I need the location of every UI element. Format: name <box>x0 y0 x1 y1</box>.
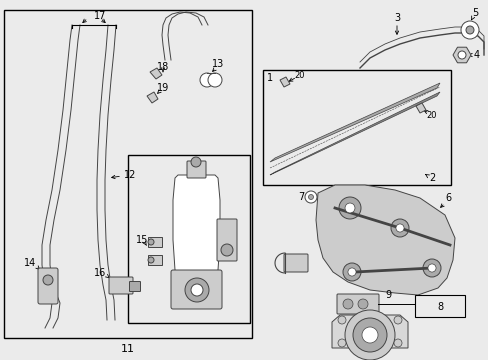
Circle shape <box>345 310 394 360</box>
Text: 20: 20 <box>426 111 436 120</box>
FancyBboxPatch shape <box>129 282 140 292</box>
Text: 13: 13 <box>211 59 224 69</box>
Text: 20: 20 <box>294 71 305 80</box>
Circle shape <box>460 21 478 39</box>
FancyBboxPatch shape <box>284 254 307 272</box>
Text: 11: 11 <box>121 344 135 354</box>
Polygon shape <box>331 315 407 348</box>
Text: 18: 18 <box>157 62 169 72</box>
Circle shape <box>357 299 367 309</box>
Circle shape <box>427 264 435 272</box>
Polygon shape <box>315 185 454 295</box>
Circle shape <box>390 219 408 237</box>
Circle shape <box>393 339 401 347</box>
Circle shape <box>305 191 316 203</box>
FancyBboxPatch shape <box>38 268 58 304</box>
Polygon shape <box>173 175 220 272</box>
Text: 7: 7 <box>297 192 304 202</box>
Circle shape <box>191 284 203 296</box>
Polygon shape <box>280 77 289 87</box>
Text: 2: 2 <box>428 173 434 183</box>
Circle shape <box>148 239 154 245</box>
Text: 14: 14 <box>24 258 36 268</box>
Text: 6: 6 <box>444 193 450 203</box>
Text: 10: 10 <box>287 255 300 265</box>
FancyBboxPatch shape <box>109 277 133 294</box>
Text: 16: 16 <box>94 268 106 278</box>
FancyBboxPatch shape <box>414 295 464 317</box>
Text: 3: 3 <box>393 13 399 23</box>
Circle shape <box>200 73 214 87</box>
Polygon shape <box>150 68 162 79</box>
Polygon shape <box>415 103 425 113</box>
Circle shape <box>457 51 465 59</box>
Circle shape <box>352 318 386 352</box>
FancyBboxPatch shape <box>4 10 251 338</box>
Circle shape <box>221 244 232 256</box>
FancyBboxPatch shape <box>336 294 378 314</box>
Polygon shape <box>452 47 470 63</box>
Text: 4: 4 <box>473 50 479 60</box>
Circle shape <box>345 203 354 213</box>
Text: 5: 5 <box>471 8 477 18</box>
FancyBboxPatch shape <box>148 255 162 265</box>
Polygon shape <box>269 92 439 175</box>
Circle shape <box>337 339 346 347</box>
Polygon shape <box>269 83 439 162</box>
Circle shape <box>184 278 208 302</box>
Text: 19: 19 <box>157 83 169 93</box>
Circle shape <box>393 316 401 324</box>
Text: 1: 1 <box>266 73 272 83</box>
Circle shape <box>422 259 440 277</box>
Circle shape <box>148 257 154 263</box>
Circle shape <box>308 194 313 199</box>
Circle shape <box>191 157 201 167</box>
Text: 17: 17 <box>94 11 106 21</box>
Text: 12: 12 <box>123 170 136 180</box>
FancyBboxPatch shape <box>128 155 249 323</box>
FancyBboxPatch shape <box>217 219 237 261</box>
Circle shape <box>465 26 473 34</box>
Circle shape <box>361 327 377 343</box>
Circle shape <box>337 316 346 324</box>
Circle shape <box>207 73 222 87</box>
Polygon shape <box>147 92 158 103</box>
FancyBboxPatch shape <box>263 70 450 185</box>
Circle shape <box>43 275 53 285</box>
Circle shape <box>347 268 355 276</box>
Text: 9: 9 <box>384 290 390 300</box>
Text: 8: 8 <box>436 302 442 312</box>
FancyBboxPatch shape <box>186 161 205 178</box>
FancyBboxPatch shape <box>148 237 162 247</box>
Circle shape <box>395 224 403 232</box>
Circle shape <box>338 197 360 219</box>
Circle shape <box>342 299 352 309</box>
Circle shape <box>342 263 360 281</box>
Text: 15: 15 <box>136 235 148 245</box>
FancyBboxPatch shape <box>171 270 222 309</box>
